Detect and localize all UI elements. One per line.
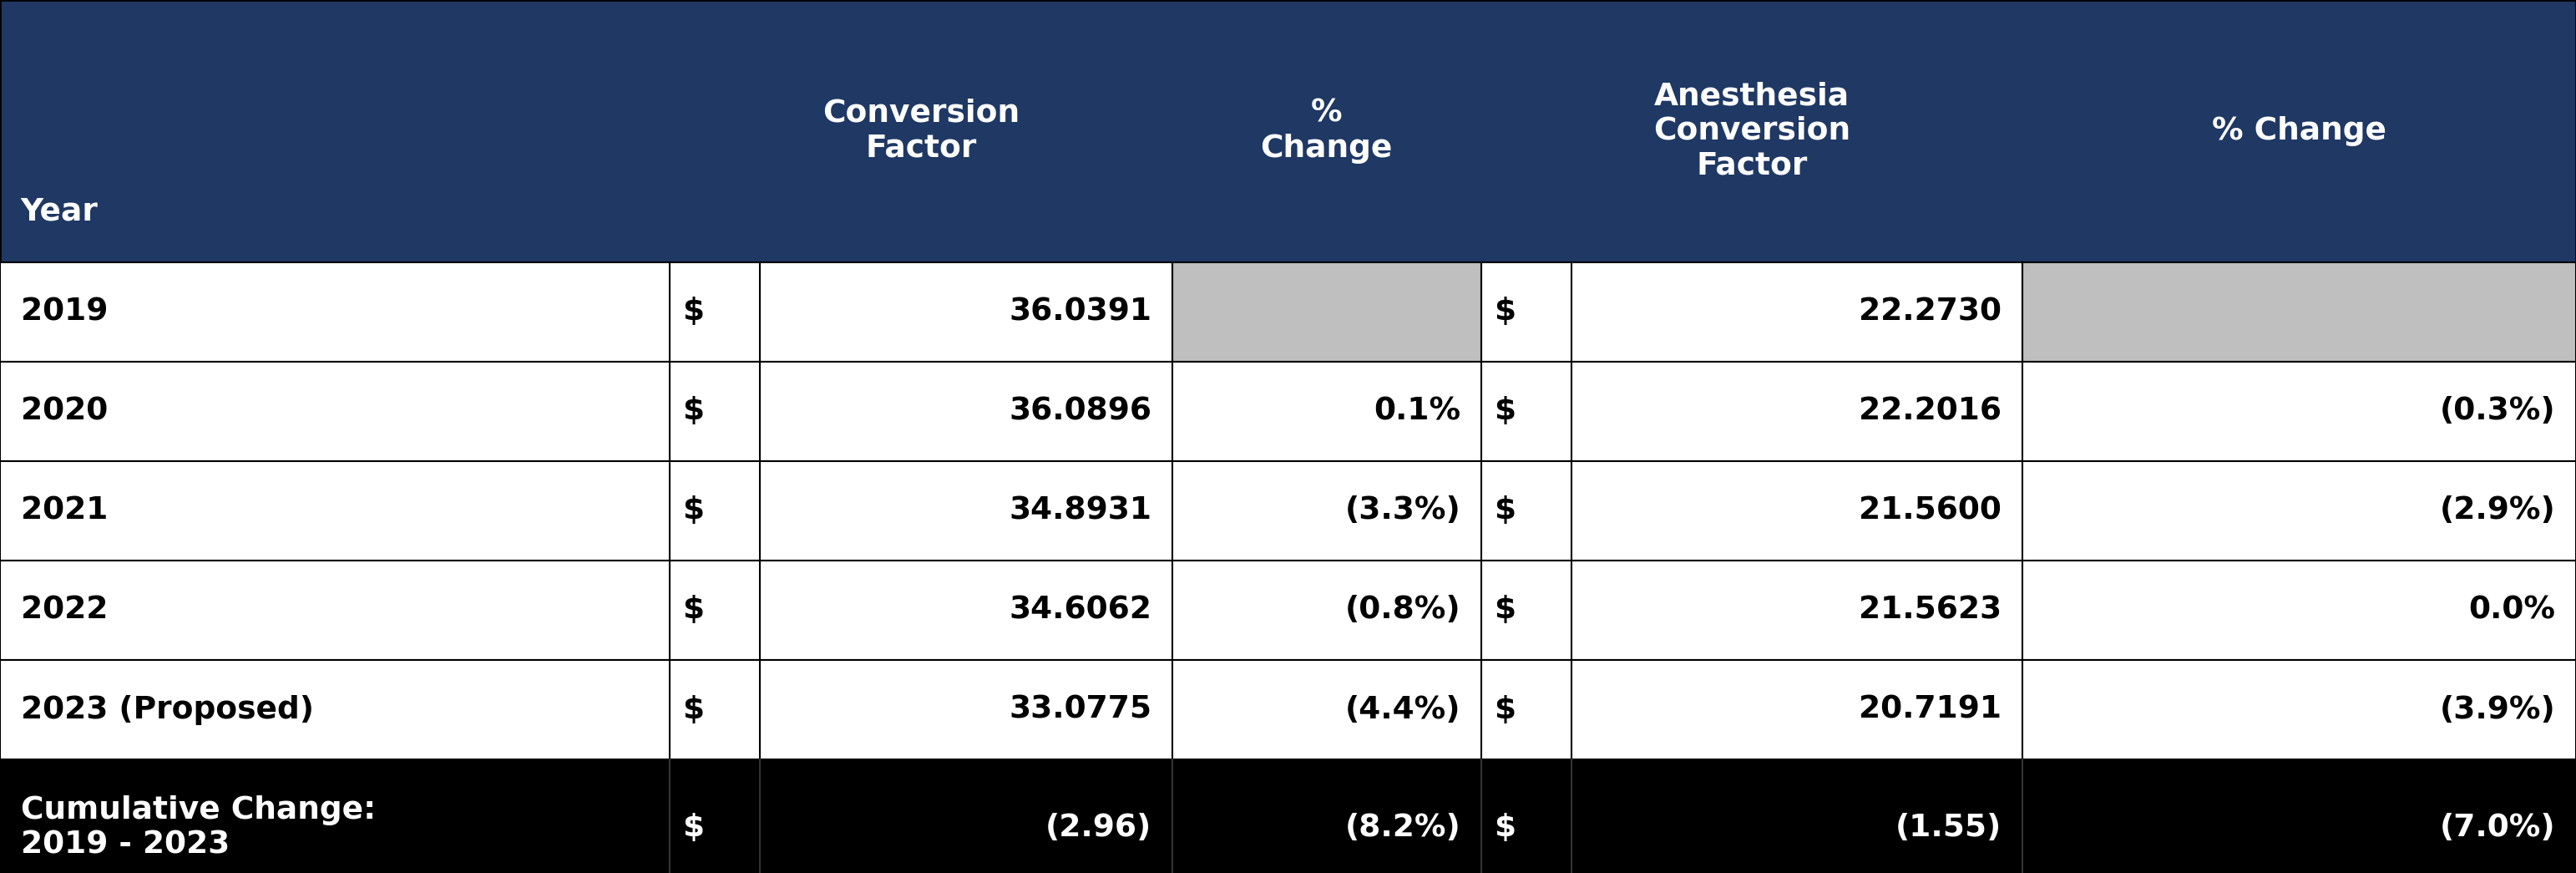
Text: Conversion
Factor: Conversion Factor <box>822 99 1020 163</box>
Text: (3.3%): (3.3%) <box>1345 496 1461 526</box>
Text: 2023 (Proposed): 2023 (Proposed) <box>21 695 314 725</box>
Text: (2.9%): (2.9%) <box>2439 496 2555 526</box>
Text: 34.6062: 34.6062 <box>1010 595 1151 625</box>
Text: % Change: % Change <box>2213 116 2385 146</box>
Text: $: $ <box>1494 595 1515 625</box>
Bar <box>0 760 2576 873</box>
Text: 2020: 2020 <box>21 396 108 426</box>
Bar <box>2022 262 2576 361</box>
Text: (0.8%): (0.8%) <box>1345 595 1461 625</box>
Bar <box>0 461 2576 560</box>
Text: $: $ <box>1494 813 1515 842</box>
Text: 22.2016: 22.2016 <box>1860 396 2002 426</box>
Text: (7.0%): (7.0%) <box>2439 813 2555 842</box>
Text: $: $ <box>683 496 703 526</box>
Text: 22.2730: 22.2730 <box>1860 297 2002 327</box>
Text: %
Change: % Change <box>1260 99 1394 163</box>
Text: (8.2%): (8.2%) <box>1345 813 1461 842</box>
Text: (3.9%): (3.9%) <box>2439 695 2555 725</box>
Text: $: $ <box>683 813 703 842</box>
Text: (1.55): (1.55) <box>1896 813 2002 842</box>
Text: 2019: 2019 <box>21 297 108 327</box>
Bar <box>0 0 2576 262</box>
Text: $: $ <box>1494 695 1515 725</box>
Text: 34.8931: 34.8931 <box>1010 496 1151 526</box>
Text: 2021: 2021 <box>21 496 108 526</box>
Text: 36.0391: 36.0391 <box>1010 297 1151 327</box>
Text: $: $ <box>1494 396 1515 426</box>
Text: Year: Year <box>21 197 98 227</box>
Text: 33.0775: 33.0775 <box>1010 695 1151 725</box>
Text: (0.3%): (0.3%) <box>2439 396 2555 426</box>
Bar <box>0 0 2576 262</box>
Text: $: $ <box>1494 496 1515 526</box>
Text: $: $ <box>683 695 703 725</box>
Text: 0.0%: 0.0% <box>2468 595 2555 625</box>
Bar <box>0 361 2576 461</box>
Text: 21.5600: 21.5600 <box>1860 496 2002 526</box>
Text: 21.5623: 21.5623 <box>1860 595 2002 625</box>
Bar <box>1172 262 1481 361</box>
Text: 36.0896: 36.0896 <box>1010 396 1151 426</box>
Text: Cumulative Change:
2019 - 2023: Cumulative Change: 2019 - 2023 <box>21 795 376 860</box>
Text: Anesthesia
Conversion
Factor: Anesthesia Conversion Factor <box>1654 81 1850 181</box>
Text: 0.1%: 0.1% <box>1373 396 1461 426</box>
Bar <box>0 660 2576 760</box>
Text: (4.4%): (4.4%) <box>1345 695 1461 725</box>
Text: $: $ <box>683 595 703 625</box>
Bar <box>0 262 2576 361</box>
Text: 20.7191: 20.7191 <box>1860 695 2002 725</box>
Text: $: $ <box>683 297 703 327</box>
Text: $: $ <box>1494 297 1515 327</box>
Bar <box>0 560 2576 660</box>
Text: $: $ <box>683 396 703 426</box>
Text: 2022: 2022 <box>21 595 108 625</box>
Text: (2.96): (2.96) <box>1046 813 1151 842</box>
